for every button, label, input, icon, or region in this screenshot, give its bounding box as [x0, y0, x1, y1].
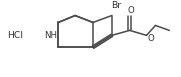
Text: NH: NH [44, 31, 57, 40]
Text: Br: Br [111, 1, 121, 10]
Text: HCl: HCl [7, 31, 23, 40]
Text: O: O [147, 34, 154, 43]
Text: O: O [127, 6, 134, 15]
